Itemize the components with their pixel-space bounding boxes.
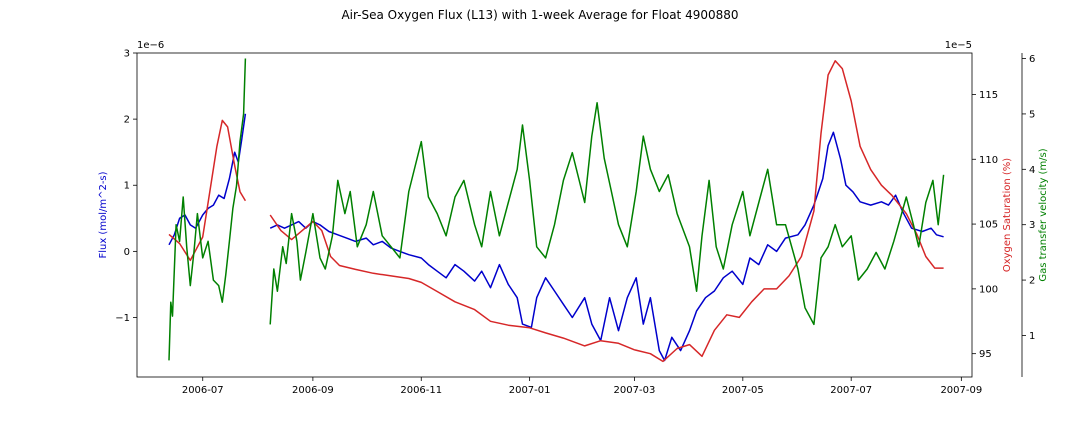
- right2-series-line-segment-1: [168, 58, 247, 361]
- x-tick-label: 2006-11: [400, 385, 442, 396]
- x-tick-label: 2007-07: [830, 385, 872, 396]
- right2-tick-label: 4: [1029, 165, 1035, 176]
- x-tick-label: 2006-07: [182, 385, 224, 396]
- left-axis-label: Flux (mol/m^2-s): [98, 171, 109, 258]
- right-series-line-segment-2: [269, 60, 944, 363]
- left-axis: −1 0 1 2 3: [115, 49, 137, 324]
- right2-tick-label: 5: [1029, 109, 1035, 120]
- left-axis-offset-text: 1e−6: [137, 40, 164, 51]
- x-axis: 2006-07 2006-09 2006-11 2007-01 2007-03 2007-…: [182, 377, 982, 396]
- left-tick-label: 3: [124, 49, 130, 60]
- right2-tick-label: 3: [1029, 220, 1035, 231]
- right-tick-label: 100: [979, 284, 998, 295]
- x-tick-label: 2007-09: [940, 385, 982, 396]
- right-axis: 95 100 105 110 115: [972, 90, 998, 360]
- left-tick-label: 2: [124, 115, 130, 126]
- left-tick-label: 0: [124, 247, 130, 258]
- right2-axis-label: Gas transfer velocity (m/s): [1038, 148, 1049, 281]
- x-tick-label: 2006-09: [292, 385, 334, 396]
- right2-series-line-segment-2: [269, 102, 945, 326]
- x-tick-label: 2007-01: [509, 385, 551, 396]
- x-tick-label: 2007-05: [722, 385, 764, 396]
- right-tick-label: 110: [979, 155, 998, 166]
- right-tick-label: 95: [979, 349, 992, 360]
- right-axis-offset-text: 1e−5: [945, 40, 972, 51]
- right2-tick-label: 1: [1029, 331, 1035, 342]
- left-tick-label: 1: [124, 181, 130, 192]
- left-series-line-segment-2: [269, 131, 944, 362]
- right2-tick-label: 6: [1029, 54, 1035, 65]
- right2-tick-label: 2: [1029, 276, 1035, 287]
- plot-frame: [136, 52, 973, 378]
- right-tick-label: 105: [979, 220, 998, 231]
- right-axis-label: Oxygen Saturation (%): [1002, 158, 1013, 272]
- x-tick-label: 2007-03: [614, 385, 656, 396]
- right-tick-label: 115: [979, 90, 998, 101]
- right2-axis: 1 2 3 4 5 6: [1022, 54, 1035, 342]
- left-tick-label: −1: [115, 313, 130, 324]
- plot-series: [168, 58, 945, 363]
- chart-title: Air-Sea Oxygen Flux (L13) with 1-week Av…: [341, 8, 738, 22]
